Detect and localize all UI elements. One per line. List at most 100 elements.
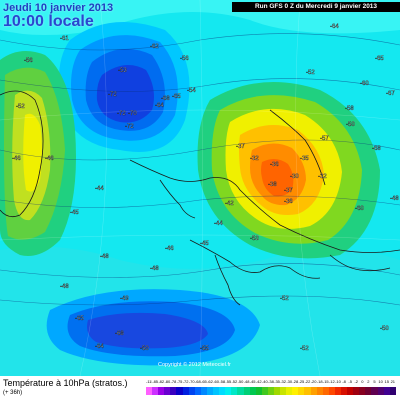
temperature-value-label: -72 — [117, 111, 126, 117]
temperature-value-label: -49 — [120, 296, 129, 302]
legend-color-swatch — [146, 387, 153, 395]
model-run-label: Run GFS 0 Z du Mercredi 9 janvier 2013 — [232, 2, 400, 12]
legend-tick-label: -5 — [348, 379, 352, 384]
legend-color-swatch — [243, 387, 250, 395]
temperature-value-label: -64 — [155, 103, 164, 109]
legend-tick-label: -72 — [182, 379, 189, 384]
temperature-value-label: -60 — [355, 206, 364, 212]
temperature-value-label: -45 — [70, 210, 79, 216]
temperature-value-label: -50 — [380, 326, 389, 332]
temperature-labels: -72-72 -70-72-64-68 -65-52-53-54-56 -56-52-… — [12, 24, 400, 352]
legend-color-swatch — [280, 387, 287, 395]
legend-tick-label: 0 — [361, 379, 364, 384]
legend-tick-label: -32 — [280, 379, 286, 384]
temperature-value-label: -60 — [360, 81, 369, 87]
legend-tick-label: 10 — [378, 379, 383, 384]
legend-color-swatch — [298, 387, 305, 395]
legend-tick-label: -8 — [342, 379, 346, 384]
legend-color-swatch — [188, 387, 195, 395]
temperature-value-label: -44 — [95, 186, 104, 192]
legend-color-swatch — [219, 387, 226, 395]
legend-tick-label: -12 — [328, 379, 335, 384]
legend-color-swatch — [389, 387, 396, 395]
temperature-value-label: -52 — [306, 70, 315, 76]
legend-tick-label: -85 — [152, 379, 159, 384]
legend-color-swatch — [383, 387, 390, 395]
legend-tick-row: -115-85-82-80-78-75-72-70-68-65-62-60-58… — [146, 378, 396, 386]
temperature-value-label: -65 — [75, 316, 84, 322]
temperature-value-label: -68 — [372, 146, 381, 152]
legend-color-swatch — [365, 387, 372, 395]
legend-color-swatch — [328, 387, 335, 395]
legend-tick-label: -20 — [310, 379, 317, 384]
temperature-value-label: -46 — [12, 156, 21, 162]
legend-color-swatch — [206, 387, 214, 395]
legend-color-swatch — [267, 387, 274, 395]
forecast-map: -72 -72 -70 -72 -64 -68 -65 -52 -53 -54 -56 -56 -52-… — [0, 0, 400, 376]
temperature-value-label: -67 — [386, 91, 395, 97]
temperature-value-label: -72 — [125, 124, 134, 130]
temperature-value-label: -53 — [118, 68, 127, 74]
legend-color-swatch — [341, 387, 348, 395]
legend-color-swatch — [176, 387, 183, 395]
graticule — [0, 0, 400, 376]
temperature-value-label: -57 — [320, 136, 329, 142]
legend-color-swatch — [194, 387, 201, 395]
legend-tick-label: -25 — [298, 379, 305, 384]
legend-color-swatch — [334, 387, 341, 395]
legend-color-swatch — [377, 387, 384, 395]
legend-tick-label: -48 — [243, 379, 250, 384]
legend-color-swatch — [225, 387, 232, 395]
legend-tick-label: -62 — [207, 379, 213, 384]
legend-tick-label: -55 — [225, 379, 232, 384]
temperature-map-svg: -72-72 -70-72-64-68 -65-52-53-54-56 -56-52-… — [0, 0, 400, 376]
coastlines — [0, 90, 400, 306]
temperature-value-label: -46 — [45, 156, 54, 162]
temperature-value-label: -48 — [100, 254, 109, 260]
legend-color-swatch — [310, 387, 317, 395]
temperature-value-label: -55 — [200, 346, 209, 352]
temperature-value-label: -65 — [375, 56, 384, 62]
temperature-value-label: -61 — [60, 36, 69, 42]
legend-tick-label: -40 — [261, 379, 268, 384]
legend-swatch-row — [146, 387, 396, 395]
legend-color-swatch — [182, 387, 189, 395]
temperature-value-label: -64 — [95, 344, 104, 350]
legend-color-swatch — [255, 387, 262, 395]
temperature-value-label: -38 — [268, 182, 277, 188]
legend-color-swatch — [347, 387, 354, 395]
temperature-value-label: -53 — [250, 236, 259, 242]
temperature-value-label: -68 — [161, 96, 170, 102]
legend-tick-label: -15 — [322, 379, 329, 384]
legend-tick-label: -22 — [304, 379, 311, 384]
legend-color-swatch — [213, 387, 220, 395]
legend-tick-label: -115 — [146, 379, 152, 384]
contour-lines — [0, 33, 400, 306]
legend-color-swatch — [261, 387, 268, 395]
temperature-value-label: -32 — [250, 156, 259, 162]
legend-tick-label: -45 — [249, 379, 256, 384]
forecast-date: Jeudi 10 janvier 2013 — [3, 2, 114, 14]
warm-region-core — [261, 158, 294, 197]
legend-tick-label: 21 — [390, 379, 396, 384]
legend-color-swatch — [273, 387, 281, 395]
legend-color-swatch — [249, 387, 256, 395]
temperature-value-label: -30 — [290, 174, 299, 180]
warm-region-west — [23, 113, 42, 192]
legend-tick-label: -68 — [194, 379, 201, 384]
temperature-value-label: -58 — [345, 106, 354, 112]
legend-color-swatch — [322, 387, 329, 395]
temperature-value-label: -48 — [150, 266, 159, 272]
legend-color-swatch — [231, 387, 238, 395]
variable-title: Température à 10hPa (stratos.) — [3, 378, 128, 388]
temperature-value-label: -52 — [280, 296, 289, 302]
temperature-value-label: -64 — [330, 24, 339, 30]
legend-color-swatch — [316, 387, 323, 395]
legend-tick-label: -18 — [316, 379, 323, 384]
legend-tick-label: 5 — [373, 379, 376, 384]
temperature-value-label: -52 — [16, 104, 25, 110]
temperature-value-label: -70 — [128, 111, 137, 117]
legend-tick-label: -58 — [219, 379, 226, 384]
legend-tick-label: -82 — [158, 379, 165, 384]
temperature-value-label: -52 — [300, 346, 309, 352]
